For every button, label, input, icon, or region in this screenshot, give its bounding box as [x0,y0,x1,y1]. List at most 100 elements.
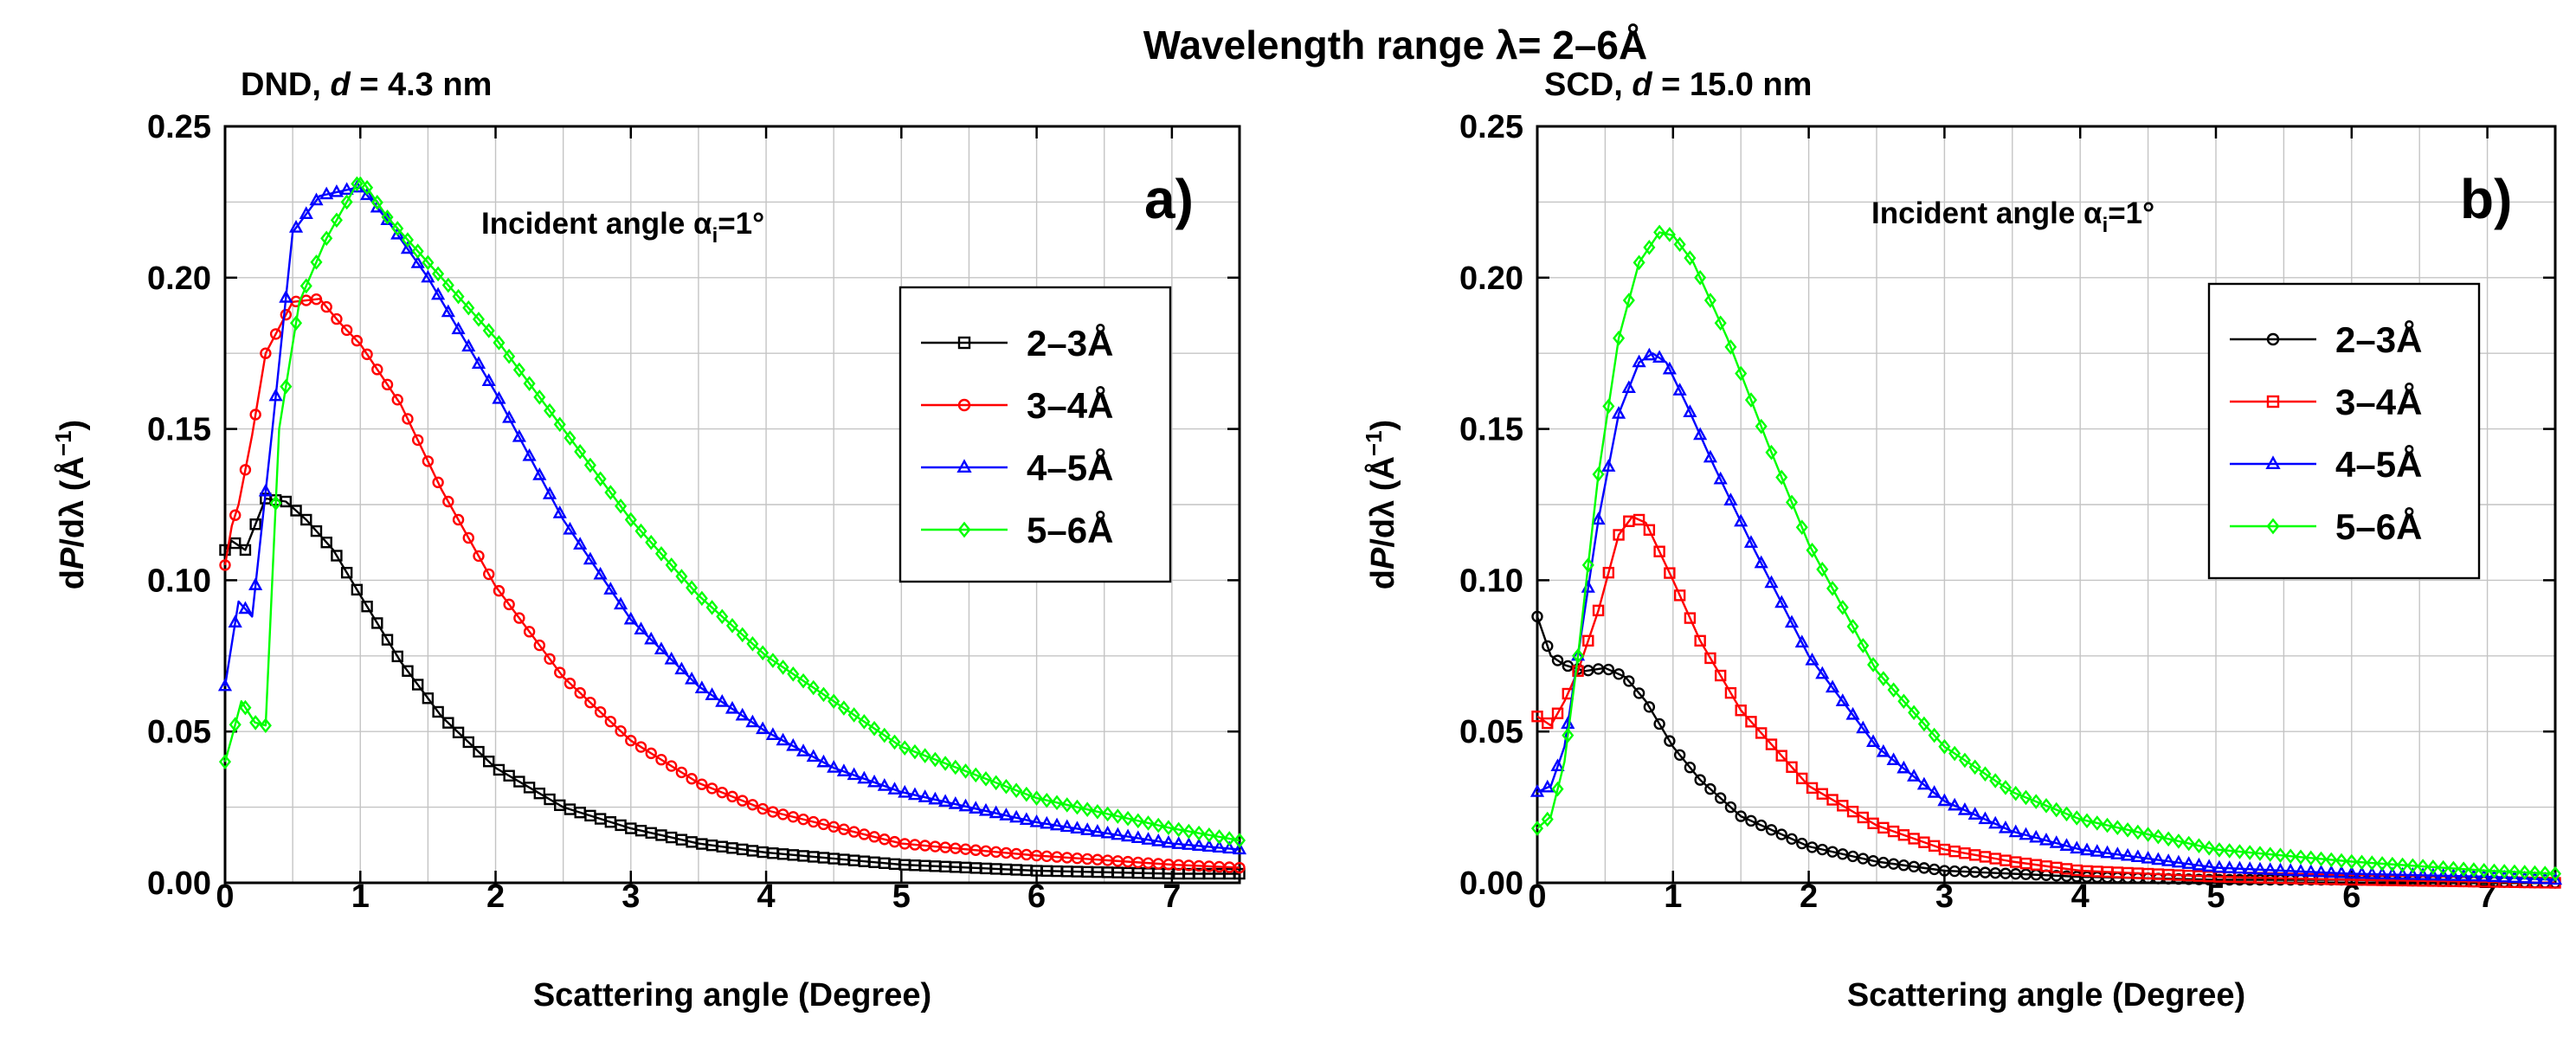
data-point [949,759,962,775]
data-point [847,826,860,838]
data-point [280,308,293,321]
data-point [1786,833,1798,846]
legend-marker [957,336,971,350]
data-point [533,639,546,652]
data-point [594,705,607,718]
data-point [1846,805,1859,818]
data-point [2447,860,2460,877]
data-point [705,687,719,700]
legend-item: 2–3Å [921,323,1113,364]
panel-title: SCD, d = 15.0 nm [1544,67,1812,103]
data-point [2008,824,2023,838]
data-point [2141,827,2154,842]
data-point [552,505,567,518]
data-point [229,509,242,521]
data-point [726,790,738,803]
data-point [1060,797,1073,813]
data-point [1202,827,1215,843]
data-point [1836,600,1849,615]
data-point [402,665,414,677]
data-point [523,626,536,638]
data-point [1541,811,1554,827]
data-point [665,760,678,772]
data-point [280,495,293,508]
data-point [2507,870,2522,884]
data-point [2518,865,2531,880]
data-point [493,763,506,776]
data-point [958,798,973,812]
data-point [544,653,556,665]
data-point [1857,811,1870,824]
data-point [1796,772,1808,785]
data-point [1917,716,1930,732]
data-point [1714,669,1727,682]
data-point [1592,467,1605,482]
data-point [1694,774,1706,786]
data-point [391,650,403,663]
data-point [2111,820,2124,835]
data-point [2325,852,2338,868]
data-point [715,694,730,707]
data-point [1694,634,1706,647]
data-point [847,767,861,781]
data-point [574,444,587,460]
data-point [1887,682,1900,698]
data-point [1876,743,1890,757]
data-point [858,828,871,840]
data-point [1897,693,1910,710]
data-point [583,457,596,473]
data-point [2436,867,2450,881]
data-point [1540,779,1555,793]
data-point [1212,840,1227,853]
data-point [644,631,659,645]
data-point [938,794,953,808]
legend-marker [2265,455,2281,469]
data-point [1765,738,1778,750]
data-point [402,413,414,425]
data-point [2416,867,2431,880]
data-point [329,183,344,197]
data-point [1794,634,1809,648]
data-point [1664,567,1676,579]
data-point [351,334,364,347]
data-point [1958,752,1971,769]
data-point [989,775,1002,791]
data-point [239,464,252,476]
data-point [1764,575,1779,589]
data-point [1907,769,1922,782]
data-point [756,721,770,735]
data-point [1774,595,1789,608]
data-point [563,521,577,535]
y-tick-label: 0.05 [1459,714,1523,750]
data-point [351,583,364,596]
data-point [503,598,515,611]
data-point [219,559,231,571]
data-point [724,700,740,714]
data-point [2528,871,2542,885]
data-point [1551,654,1564,666]
data-point [339,182,354,196]
data-point [625,734,637,747]
data-point [686,773,698,785]
data-point [2039,798,2053,814]
legend-label: 2–3Å [2335,319,2422,360]
data-point [2294,849,2308,866]
data-point [483,756,495,768]
data-point [695,590,708,607]
data-point [1735,810,1747,822]
data-point [290,505,302,517]
data-point [664,651,679,665]
data-point [1724,339,1737,355]
data-point [1141,832,1156,845]
data-point [2395,866,2410,880]
data-point [2406,858,2419,874]
x-tick-label: 3 [621,878,640,915]
data-point [238,601,253,615]
data-point [1845,706,1860,720]
legend-label: 5–6Å [2335,506,2422,547]
data-point [2425,867,2440,881]
data-point [371,617,383,629]
data-point [1816,562,1829,577]
y-tick-label: 0.15 [1459,412,1523,448]
data-point [1683,404,1697,417]
